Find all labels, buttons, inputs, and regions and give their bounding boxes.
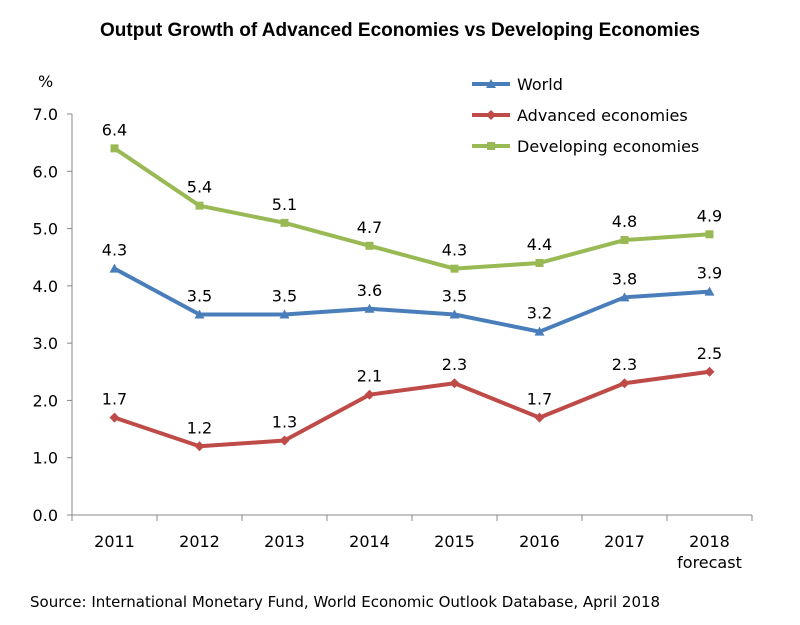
- data-point: [619, 378, 630, 389]
- data-label: 4.8: [612, 212, 637, 231]
- data-label: 3.6: [357, 281, 382, 300]
- data-point: [704, 366, 715, 377]
- data-point: [449, 309, 460, 319]
- data-point: [534, 326, 545, 336]
- data-label: 4.3: [442, 241, 467, 260]
- data-label: 2.3: [442, 355, 467, 374]
- axes: [71, 114, 752, 516]
- x-tick-label: 2013: [264, 532, 305, 551]
- data-label: 3.5: [187, 287, 212, 306]
- data-point: [619, 292, 630, 302]
- x-tick-label: 2014: [349, 532, 390, 551]
- y-tick-label: 2.0: [33, 391, 58, 410]
- x-tick-label: 2012: [179, 532, 220, 551]
- data-point: [109, 412, 120, 423]
- data-label: 5.4: [187, 178, 212, 197]
- y-tick-label: 5.0: [33, 220, 58, 239]
- data-point: [279, 435, 290, 446]
- x-tick-label: 2018: [689, 532, 730, 551]
- x-axis-ticks: 2011 2012 2013 2014 2015 2016 2017 2018 forecast: [71, 515, 753, 572]
- data-label: 3.5: [272, 287, 297, 306]
- data-point: [279, 309, 290, 319]
- data-label: 2.1: [357, 367, 382, 386]
- data-point: [280, 218, 289, 227]
- legend-label: Advanced economies: [517, 106, 688, 125]
- data-point: [110, 144, 119, 153]
- data-label: 3.5: [442, 287, 467, 306]
- data-label: 1.7: [527, 390, 552, 409]
- data-label: 5.1: [272, 195, 297, 214]
- x-tick-label: 2016: [519, 532, 560, 551]
- series-line: [113, 146, 710, 271]
- data-label: 4.7: [357, 218, 382, 237]
- data-point: [486, 79, 496, 88]
- y-tick-label: 6.0: [33, 162, 58, 181]
- data-point: [450, 264, 459, 273]
- data-point: [365, 241, 374, 250]
- data-point: [534, 412, 545, 423]
- data-label: 2.3: [612, 355, 637, 374]
- data-point: [486, 110, 496, 120]
- data-point: [620, 236, 629, 245]
- x-tick-label: 2011: [94, 532, 135, 551]
- series-group: 4.33.5 3.5 3.6 3.53.23.8 3.91.71.2 1.32.12.31…: [102, 120, 722, 452]
- data-label: 6.4: [102, 120, 127, 139]
- data-label: 3.2: [527, 304, 552, 323]
- y-axis-ticks: 0.0 1.0 2.0 3.0 4.0 5.0 6.0 7.0: [33, 105, 72, 525]
- y-tick-label: 3.0: [33, 334, 58, 353]
- data-label: 1.3: [272, 413, 297, 432]
- x-tick-label: 2015: [434, 532, 475, 551]
- y-axis-label: %: [38, 72, 53, 91]
- data-label: 4.3: [102, 241, 127, 260]
- source-note: Source: International Monetary Fund, Wor…: [30, 593, 661, 611]
- legend: World Advanced economies Developing econom…: [472, 75, 699, 156]
- data-point: [535, 258, 544, 267]
- series-world: 4.3 3.5 3.5 3.6 3.5 3.2 3.8 3.9: [102, 241, 722, 336]
- y-tick-label: 7.0: [33, 105, 58, 124]
- data-point: [194, 441, 205, 452]
- data-point: [364, 303, 375, 313]
- data-point: [109, 263, 120, 273]
- legend-label: Developing economies: [517, 137, 699, 156]
- x-tick-label: 2017: [604, 532, 645, 551]
- y-tick-label: 4.0: [33, 277, 58, 296]
- data-label: 2.5: [697, 344, 722, 363]
- series-developing-economies: 6.4 5.4 5.1 4.7 4.3 4.4 4.8 4.9: [102, 120, 722, 273]
- legend-label: World: [517, 75, 563, 94]
- data-label: 4.9: [697, 206, 722, 225]
- data-label: 1.2: [187, 418, 212, 437]
- y-tick-label: 0.0: [33, 506, 58, 525]
- series-advanced-economies: 1.7 1.2 1.3 2.1 2.3 1.7 2.3 2.5: [102, 344, 722, 452]
- series-line: [113, 369, 710, 449]
- data-label: 1.7: [102, 390, 127, 409]
- data-point: [194, 309, 205, 319]
- data-point: [195, 201, 204, 210]
- x-tick-sublabel: forecast: [677, 553, 742, 572]
- data-point: [704, 286, 715, 296]
- data-point: [487, 142, 495, 150]
- data-label: 3.9: [697, 264, 722, 283]
- y-tick-label: 1.0: [33, 449, 58, 468]
- data-point: [449, 378, 460, 389]
- series-line: [113, 266, 710, 334]
- data-point: [364, 389, 375, 400]
- data-label: 4.4: [527, 235, 552, 254]
- data-label: 3.8: [612, 269, 637, 288]
- chart-title: Output Growth of Advanced Economies vs D…: [100, 20, 700, 41]
- data-point: [705, 230, 714, 239]
